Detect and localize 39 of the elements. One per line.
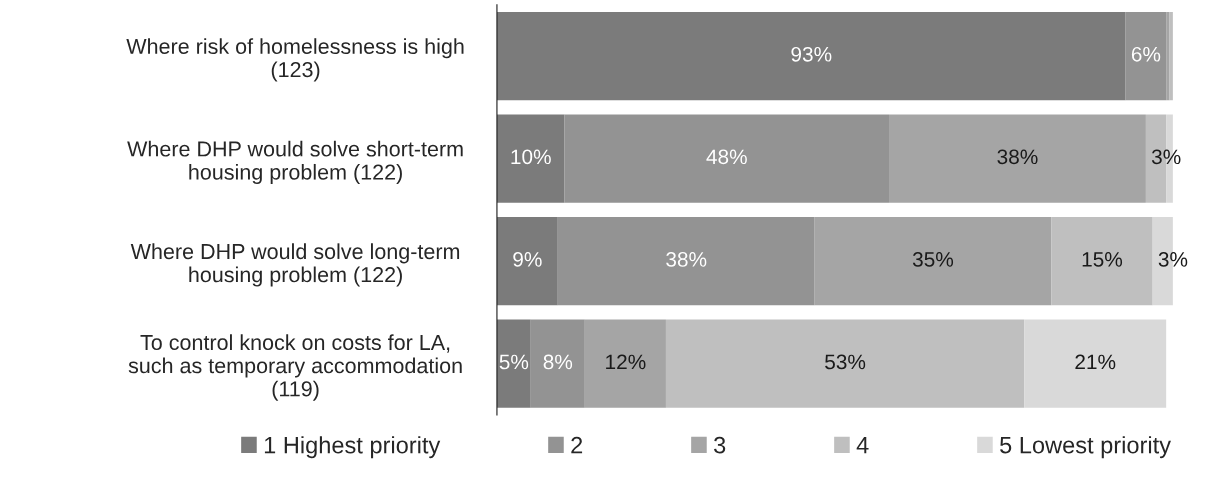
bar bbox=[557, 217, 815, 306]
data-label: 38% bbox=[997, 149, 1038, 165]
data-label: 35% bbox=[912, 252, 954, 267]
bar bbox=[530, 319, 585, 408]
y-tick-label: Where risk of homelessness is high (123) bbox=[126, 38, 464, 82]
bar bbox=[1024, 319, 1167, 408]
data-label: 38% bbox=[666, 252, 707, 267]
data-label: 9% bbox=[513, 252, 542, 267]
legend-label: 1 Highest priority bbox=[264, 436, 441, 459]
data-label: 21% bbox=[1075, 354, 1116, 370]
data-label: 10% bbox=[511, 149, 551, 165]
data-label: 8% bbox=[543, 354, 573, 370]
data-label: 3% bbox=[1151, 149, 1181, 165]
bar bbox=[496, 217, 558, 306]
legend-label: 3 bbox=[714, 436, 726, 454]
data-label: 6% bbox=[1131, 46, 1161, 62]
bar bbox=[496, 11, 1126, 101]
bar bbox=[1051, 217, 1153, 306]
data-label: 12% bbox=[606, 354, 646, 370]
bar bbox=[584, 319, 666, 408]
bar bbox=[496, 319, 531, 408]
bar bbox=[496, 114, 565, 203]
data-label: 48% bbox=[706, 149, 747, 165]
y-tick-label: To control knock on costs for LA, such as temporary accommodation (119) bbox=[128, 334, 462, 401]
y-tick-label: Where DHP would solve short-term housing problem (122) bbox=[127, 140, 463, 185]
bar bbox=[564, 114, 890, 203]
legend-label: 2 bbox=[571, 436, 583, 454]
y-tick-label: Where DHP would solve long-term housing problem (122) bbox=[130, 243, 460, 287]
bar bbox=[814, 217, 1052, 306]
data-label: 15% bbox=[1082, 252, 1123, 267]
legend-label: 4 bbox=[856, 436, 869, 454]
data-label: 53% bbox=[825, 354, 866, 370]
bar bbox=[889, 114, 1146, 203]
data-label: 3% bbox=[1158, 252, 1188, 267]
data-label: 93% bbox=[791, 46, 832, 62]
bar bbox=[665, 319, 1025, 408]
bar bbox=[1125, 11, 1167, 101]
data-label: 5% bbox=[499, 354, 529, 370]
legend-label: 5 Lowest priority bbox=[1000, 436, 1171, 459]
